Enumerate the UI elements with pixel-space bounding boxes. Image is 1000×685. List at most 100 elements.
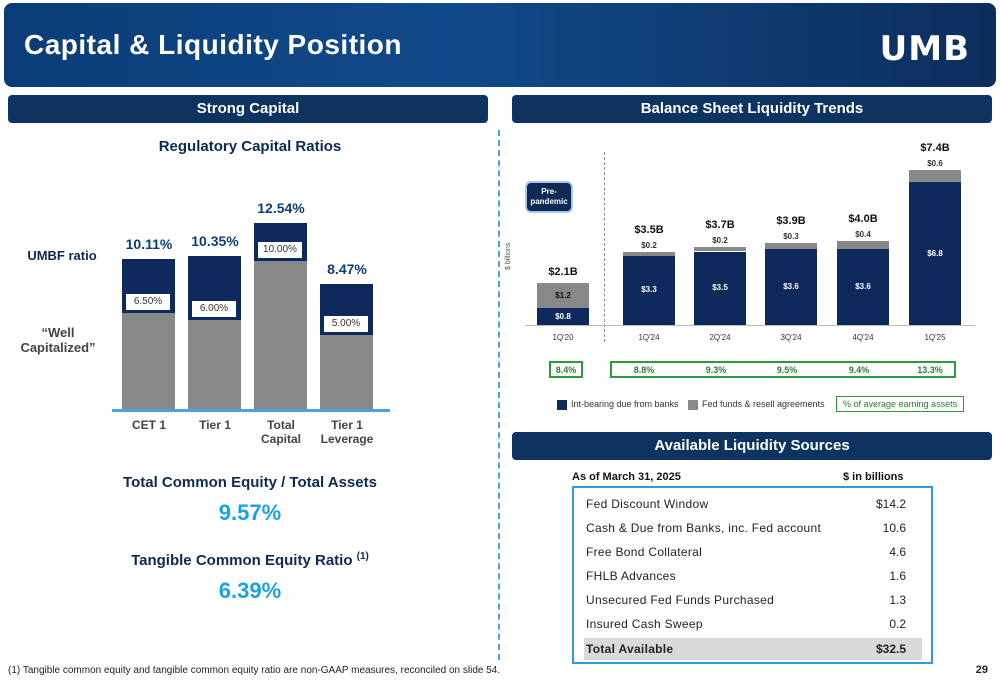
int-bearing-value: $0.8 [555,311,571,321]
fed-funds-bar [623,251,675,256]
category-label: 1Q'25 [924,333,946,342]
legend-label: Fed funds & resell agreements [702,399,825,409]
well-capitalized-label: “Well Capitalized” [20,325,96,355]
category-label: 1Q'24 [638,333,660,342]
capital-chart-title: Regulatory Capital Ratios [158,138,342,155]
liquidity-trends-header: Balance Sheet Liquidity Trends [512,95,992,123]
category-label: Total Capital [260,418,301,446]
table-row: Unsecured Fed Funds Purchased 1.3 [584,589,922,611]
units-label: $ in billions [843,471,904,483]
source-label: Cash & Due from Banks, inc. Fed account [586,521,822,535]
int-bearing-bar [765,249,817,325]
umbf-ratio-value: 12.54% [257,200,305,217]
total-value: $32.5 [875,642,906,656]
well-capitalized-value: 6.00% [192,301,236,318]
source-value: 1.3 [889,593,906,607]
umbf-ratio-label: UMBF ratio [27,248,97,263]
bar-total-label: $2.1B [548,266,578,278]
int-bearing-bar [623,255,675,325]
source-value: 1.6 [889,569,906,583]
category-label: Tier 1 Leverage [320,418,374,446]
pre-pandemic-text: Pre-pandemic [530,187,568,206]
table-row: Insured Cash Sweep 0.2 [584,613,922,635]
category-label: 1Q'20 [552,333,574,342]
pct-value: 9.5% [776,365,798,375]
fed-funds-value: $0.3 [783,232,799,242]
source-label: Insured Cash Sweep [586,617,703,631]
pct-box-current: 8.8% 9.3% 9.5% 9.4% 13.3% [610,361,956,378]
header-banner: Capital & Liquidity Position UMB [4,3,996,87]
tangible-title-text: Tangible Common Equity Ratio [131,552,353,569]
pct-value: 9.4% [848,365,870,375]
umbf-ratio-value: 8.47% [327,260,367,277]
fed-funds-bar [765,243,817,250]
pct-value: 9.3% [705,365,727,375]
int-bearing-value: $3.3 [641,285,657,295]
table-row: FHLB Advances 1.6 [584,565,922,587]
umb-logo: UMB [879,29,970,69]
tce-value: 9.57% [218,500,282,525]
fed-funds-value: $1.2 [555,290,571,300]
legend-label: Int-bearing due from banks [571,399,679,409]
fed-funds-value: $0.2 [641,240,657,250]
capital-chart-axis [112,409,390,412]
umbf-ratio-value: 10.35% [191,232,239,249]
page-title: Capital & Liquidity Position [24,29,402,60]
as-of-date: As of March 31, 2025 [572,471,681,483]
category-label: 3Q'24 [780,333,802,342]
bar-total-label: $3.5B [634,223,664,236]
bar-total-label: $3.9B [776,215,806,228]
legend-swatch-gray [688,399,698,410]
pre-pandemic-divider [604,152,605,342]
int-bearing-bar [837,249,889,325]
source-label: Fed Discount Window [586,497,709,511]
category-label: Tier 1 [199,418,231,432]
well-capitalized-bar [254,261,307,409]
bar-total-label: $3.7B [705,219,735,232]
fed-funds-value: $0.4 [855,230,871,239]
tangible-title: Tangible Common Equity Ratio (1) [60,551,440,569]
legend-swatch-navy [557,399,567,410]
int-bearing-value: $6.8 [927,248,943,258]
y-axis-label: $ billions [505,242,512,270]
fed-funds-bar [537,283,589,309]
fed-funds-bar [694,247,746,252]
fed-funds-value: $0.2 [712,236,728,246]
tangible-footnote-ref: (1) [356,551,369,562]
int-bearing-bar [694,251,746,325]
well-capitalized-value: 6.50% [126,293,170,310]
well-capitalized-bar [320,335,373,409]
section-divider [498,130,500,660]
table-row: Fed Discount Window $14.2 [584,493,922,515]
tce-title: Total Common Equity / Total Assets [123,474,377,491]
pct-box-prepandemic: 8.4% [549,361,583,378]
legend-pct-avg: % of average earning assets [836,396,965,412]
category-label: 2Q'24 [709,333,731,342]
fed-funds-bar [837,241,889,250]
pct-value: 13.3% [917,365,943,375]
source-label: FHLB Advances [586,569,676,583]
int-bearing-bar [537,308,589,325]
source-label: Unsecured Fed Funds Purchased [586,593,775,607]
strong-capital-header: Strong Capital [8,95,488,123]
bar-total-label: $4.0B [848,213,878,225]
liquidity-sources-table: Fed Discount Window $14.2 Cash & Due from… [572,486,933,664]
int-bearing-value: $3.5 [712,283,728,293]
int-bearing-value: $3.6 [855,282,871,292]
category-label: CET 1 [131,418,166,432]
pct-value: 8.8% [633,365,655,375]
table-row: Cash & Due from Banks, inc. Fed account 1… [584,517,922,539]
page-number: 29 [975,664,988,676]
source-value: 10.6 [882,521,906,535]
liquidity-sources-header: Available Liquidity Sources [512,432,992,460]
fed-funds-bar [909,169,961,183]
umbf-ratio-value: 10.11% [125,236,173,253]
well-capitalized-bar [188,320,241,409]
well-capitalized-value: 10.00% [258,242,302,258]
source-value: 0.2 [889,617,906,631]
table-total-row: Total Available $32.5 [584,638,922,660]
category-label: 4Q'24 [852,333,874,342]
bar-total-label: $7.4B [920,141,950,154]
legend-int-bearing: Int-bearing due from banks [557,399,679,410]
well-capitalized-value: 5.00% [324,316,368,332]
